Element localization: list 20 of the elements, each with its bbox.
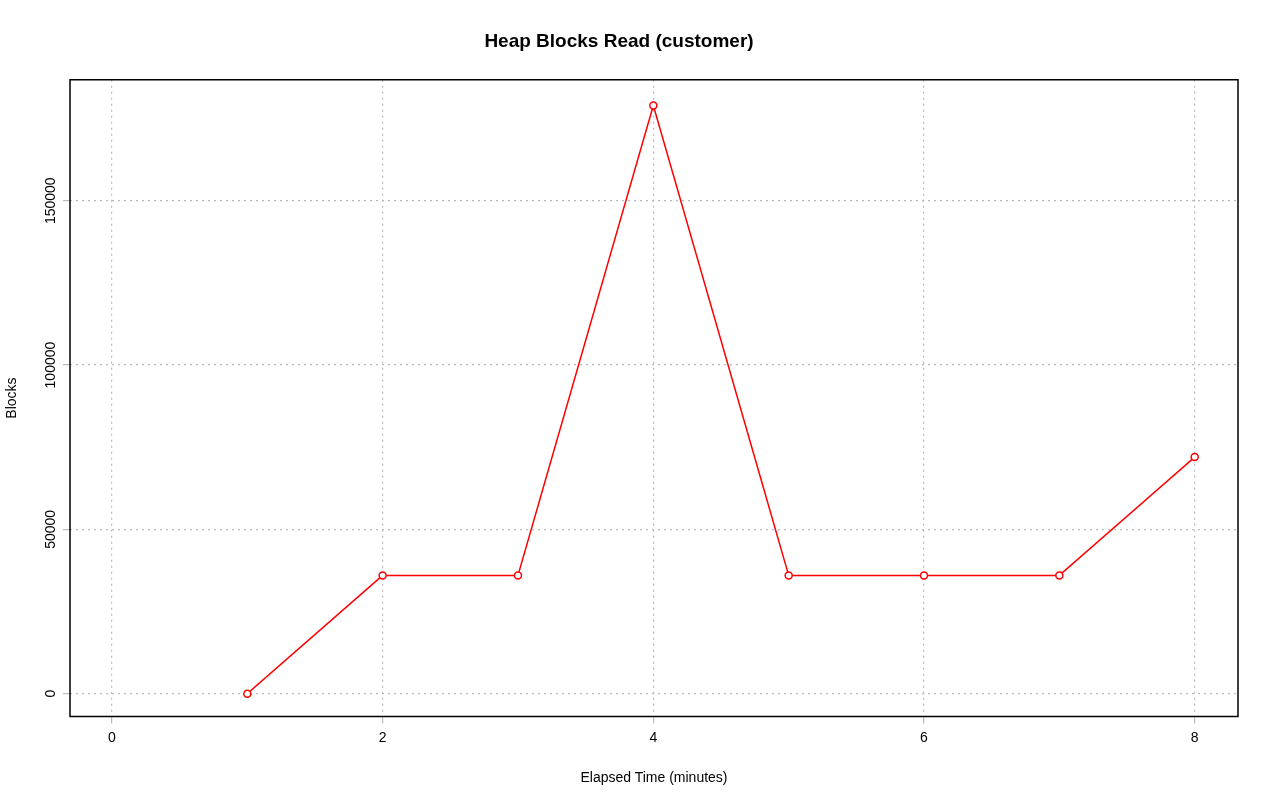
y-axis-title: Blocks: [3, 377, 20, 419]
point: [1190, 452, 1199, 462]
x-tick-label: 6: [920, 728, 929, 745]
point: [649, 101, 658, 110]
x-axis-title: Elapsed Time (minutes): [580, 769, 728, 786]
y-tick-label: 50000: [41, 509, 58, 549]
point: [378, 571, 387, 580]
point: [1055, 571, 1064, 580]
x-tick-label: 0: [108, 728, 117, 745]
point: [243, 689, 252, 698]
point: [784, 571, 793, 580]
x-tick-label: 4: [649, 728, 658, 745]
y-tick-label: 0: [41, 689, 58, 698]
x-tick-label: 8: [1190, 728, 1199, 745]
chart-title: Heap Blocks Read (customer): [484, 29, 754, 51]
y-tick-label: 150000: [41, 177, 58, 225]
point: [919, 571, 929, 580]
y-tick-label: 100000: [41, 341, 58, 389]
point: [513, 571, 523, 580]
x-tick-label: 2: [378, 728, 387, 745]
